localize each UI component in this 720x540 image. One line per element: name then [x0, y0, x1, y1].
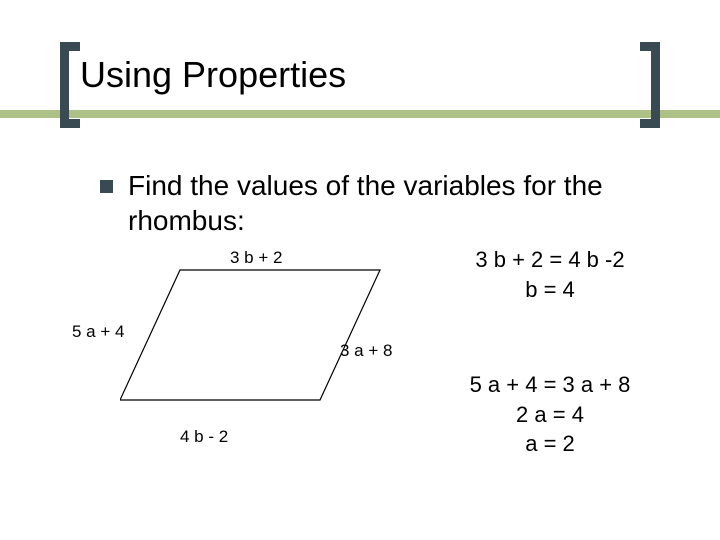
- accent-line: [0, 110, 720, 118]
- rhombus-label-bottom: 4 b - 2: [180, 427, 228, 447]
- rhombus-shape: [120, 270, 380, 400]
- solution-a-line3: a = 2: [445, 429, 655, 459]
- solution-a: 5 a + 4 = 3 a + 8 2 a = 4 a = 2: [445, 370, 655, 459]
- solution-b-line2: b = 4: [445, 275, 655, 305]
- bullet-icon: [100, 180, 113, 193]
- slide-title: Using Properties: [80, 54, 346, 96]
- title-bracket-right: [640, 42, 660, 128]
- rhombus-label-left: 5 a + 4: [72, 322, 124, 342]
- slide-title-wrap: Using Properties: [80, 54, 346, 96]
- solution-a-line2: 2 a = 4: [445, 400, 655, 430]
- title-bracket-left: [60, 42, 80, 128]
- rhombus-diagram: [120, 260, 390, 420]
- bullet-text: Find the values of the variables for the…: [128, 168, 678, 238]
- solution-b: 3 b + 2 = 4 b -2 b = 4: [445, 245, 655, 304]
- solution-a-line1: 5 a + 4 = 3 a + 8: [445, 370, 655, 400]
- rhombus-label-top: 3 b + 2: [230, 248, 282, 268]
- rhombus-label-right: 3 a + 8: [340, 341, 392, 361]
- solution-b-line1: 3 b + 2 = 4 b -2: [445, 245, 655, 275]
